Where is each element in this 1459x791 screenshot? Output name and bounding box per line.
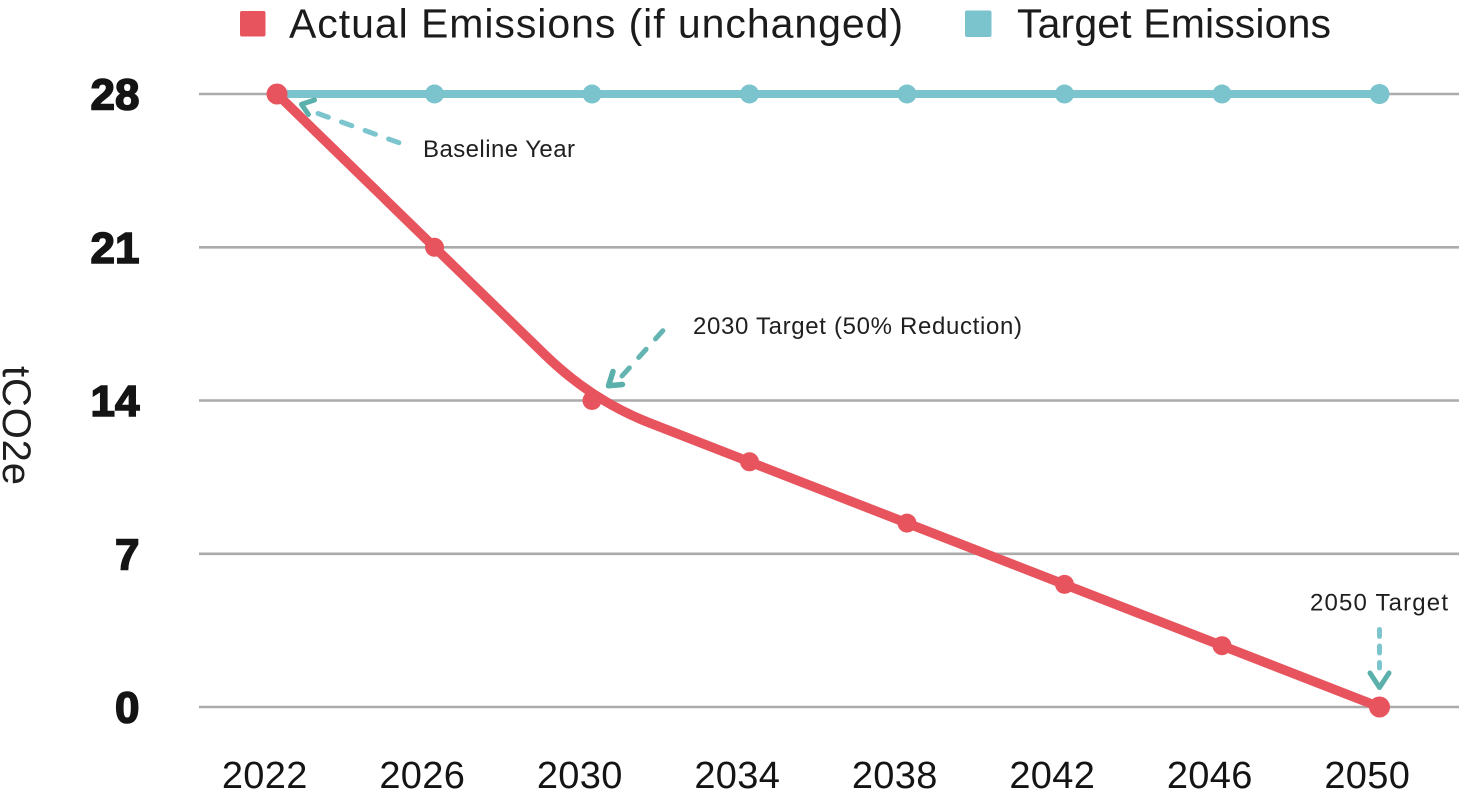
svg-text:2030 Target (50% Reduction): 2030 Target (50% Reduction) bbox=[693, 313, 1022, 340]
svg-text:Baseline Year: Baseline Year bbox=[423, 136, 575, 163]
svg-text:7: 7 bbox=[115, 530, 139, 579]
svg-text:21: 21 bbox=[91, 224, 140, 273]
svg-text:Actual Emissions (if unchanged: Actual Emissions (if unchanged) bbox=[289, 1, 903, 47]
svg-text:2030: 2030 bbox=[537, 755, 623, 791]
svg-text:2042: 2042 bbox=[1009, 755, 1095, 791]
svg-text:0: 0 bbox=[115, 684, 139, 733]
svg-text:2050: 2050 bbox=[1324, 755, 1410, 791]
svg-text:2038: 2038 bbox=[852, 755, 938, 791]
svg-text:Target Emissions: Target Emissions bbox=[1017, 1, 1331, 47]
svg-text:2022: 2022 bbox=[222, 755, 308, 791]
svg-text:2026: 2026 bbox=[379, 755, 465, 791]
svg-text:14: 14 bbox=[91, 377, 140, 426]
svg-text:2046: 2046 bbox=[1167, 755, 1253, 791]
svg-text:2034: 2034 bbox=[694, 755, 780, 791]
svg-text:2050 Target: 2050 Target bbox=[1310, 590, 1448, 617]
svg-text:tCO2e: tCO2e bbox=[0, 366, 38, 485]
svg-text:28: 28 bbox=[91, 71, 140, 120]
